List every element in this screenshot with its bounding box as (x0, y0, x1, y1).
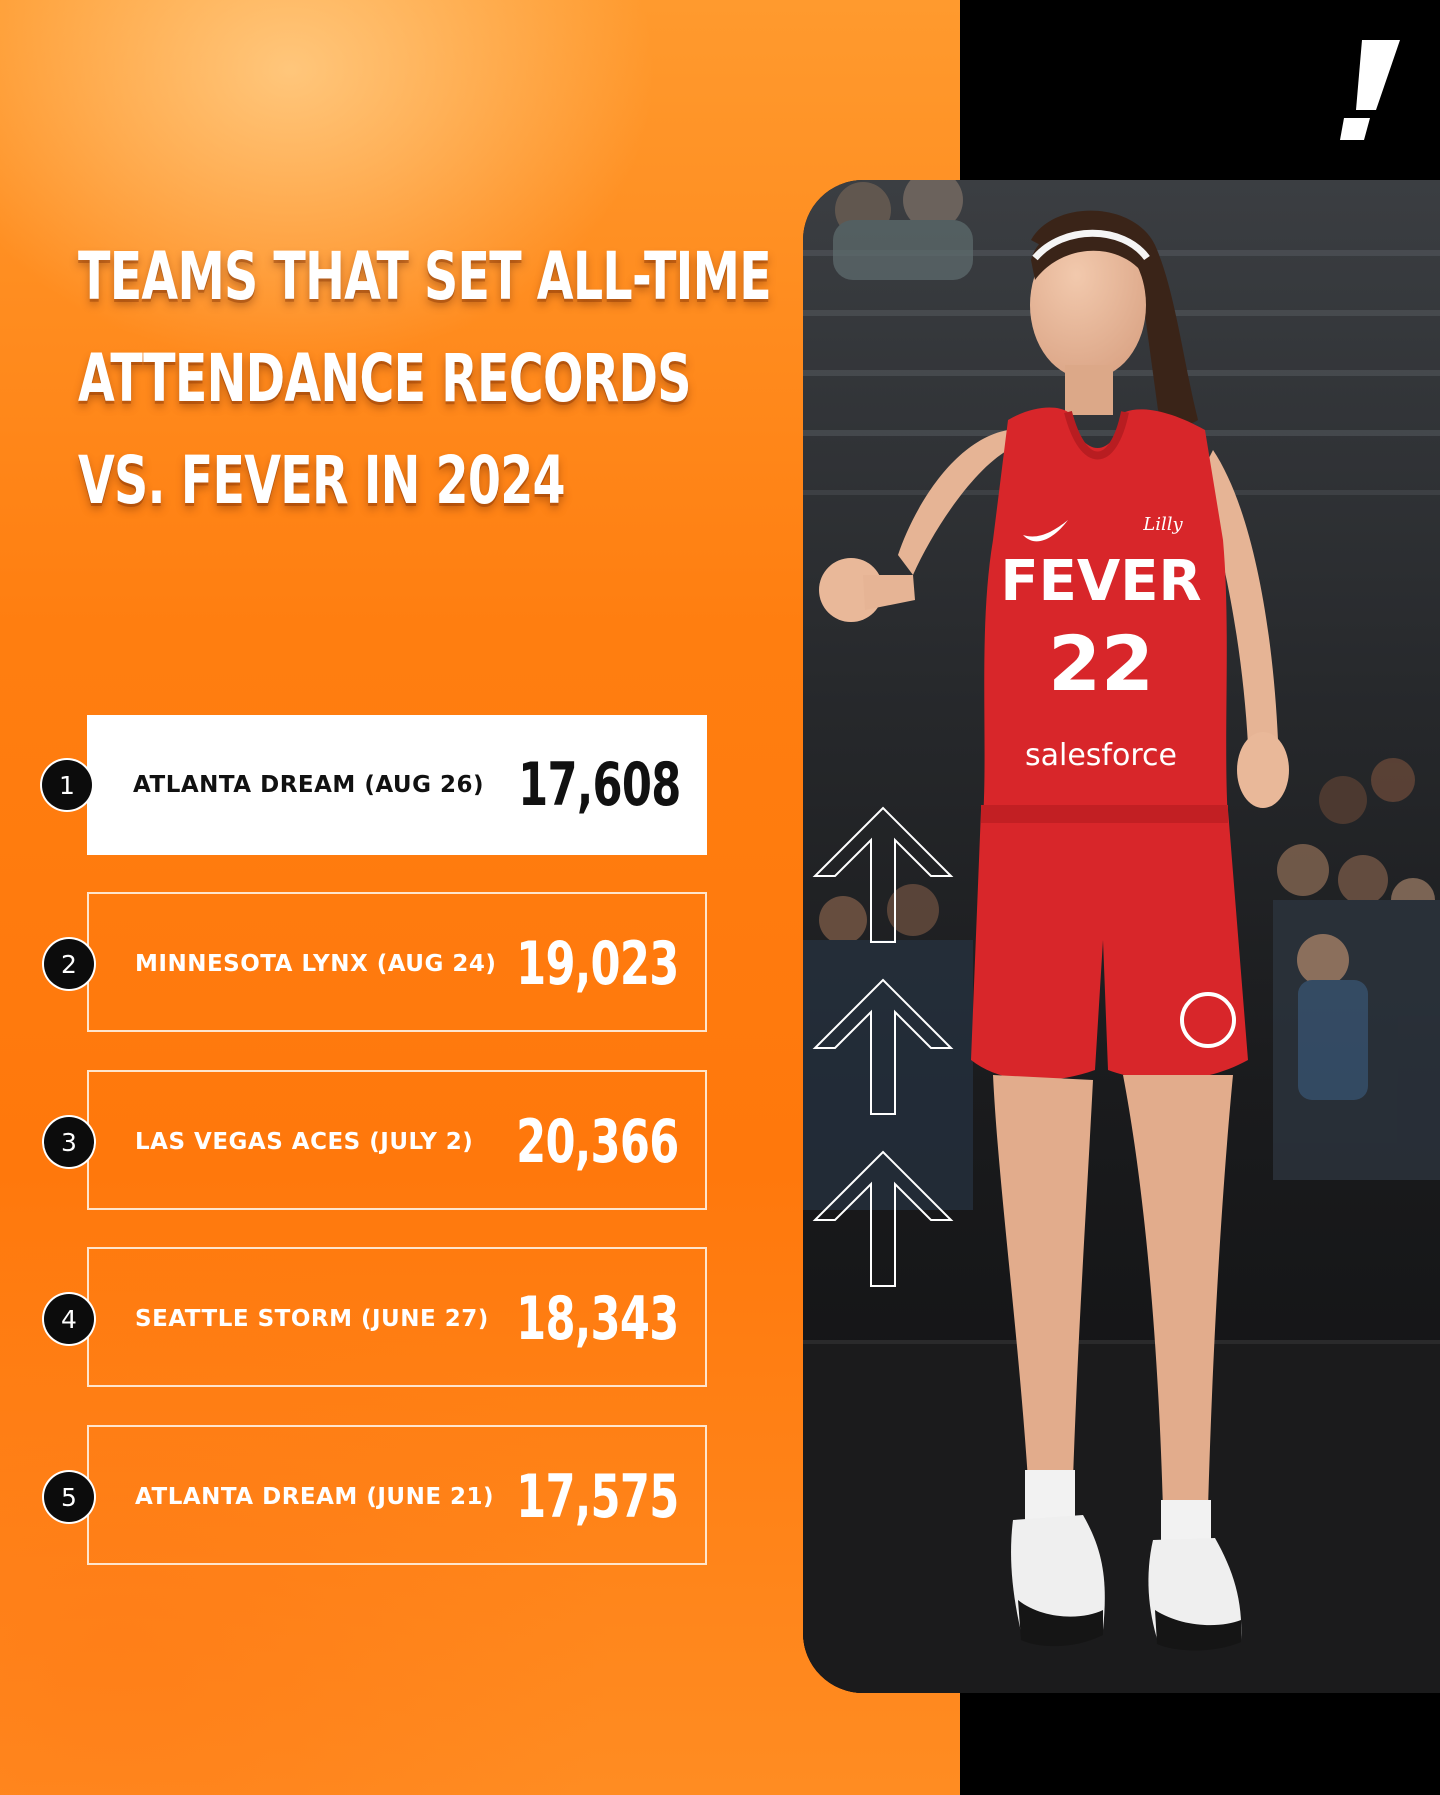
jersey-number: 22 (1048, 619, 1154, 708)
attendance-value: 18,343 (516, 1284, 680, 1354)
team-label: ATLANTA DREAM (AUG 26) (133, 772, 485, 798)
rank-badge: 5 (44, 1472, 94, 1522)
team-label: ATLANTA DREAM (JUNE 21) (135, 1484, 495, 1510)
record-row-3: 3 LAS VEGAS ACES (JULY 2) 20,366 (44, 1070, 707, 1210)
record-row-5: 5 ATLANTA DREAM (JUNE 21) 17,575 (44, 1425, 707, 1565)
page-title: TEAMS THAT SET ALL-TIME ATTENDANCE RECOR… (78, 226, 772, 532)
basketball-player: FEVER 22 salesforce Lilly (819, 210, 1289, 1651)
title-line-2: ATTENDANCE RECORDS (78, 340, 691, 417)
court-floor (803, 1340, 1440, 1693)
attendance-value: 20,366 (516, 1107, 680, 1177)
team-label: LAS VEGAS ACES (JULY 2) (135, 1129, 474, 1155)
rank-badge: 2 (44, 939, 94, 989)
attendance-value: 19,023 (516, 929, 680, 999)
team-label: MINNESOTA LYNX (AUG 24) (135, 951, 497, 977)
attendance-value: 17,608 (518, 750, 682, 820)
record-row-1: 1 ATLANTA DREAM (AUG 26) 17,608 (42, 715, 707, 855)
rank-badge: 4 (44, 1294, 94, 1344)
record-row-2: 2 MINNESOTA LYNX (AUG 24) 19,023 (44, 892, 707, 1032)
rank-badge: 1 (42, 760, 92, 810)
jersey-chest-logo: Lilly (1142, 514, 1183, 535)
record-row-4: 4 SEATTLE STORM (JUNE 27) 18,343 (44, 1247, 707, 1387)
exclamation-logo-icon (1340, 40, 1400, 140)
up-arrows-icon (812, 806, 954, 1287)
rank-badge: 3 (44, 1117, 94, 1167)
title-line-1: TEAMS THAT SET ALL-TIME (78, 238, 772, 315)
crowd (803, 180, 1440, 1210)
attendance-value: 17,575 (516, 1462, 680, 1532)
title-line-3: VS. FEVER IN 2024 (78, 442, 566, 519)
orange-background-panel (0, 0, 960, 1795)
player-photo: FEVER 22 salesforce Lilly (803, 180, 1440, 1693)
jersey-sponsor: salesforce (1025, 738, 1177, 773)
jersey-team-name: FEVER (1000, 549, 1201, 614)
team-label: SEATTLE STORM (JUNE 27) (135, 1306, 489, 1332)
swoosh-icon (1023, 520, 1068, 542)
